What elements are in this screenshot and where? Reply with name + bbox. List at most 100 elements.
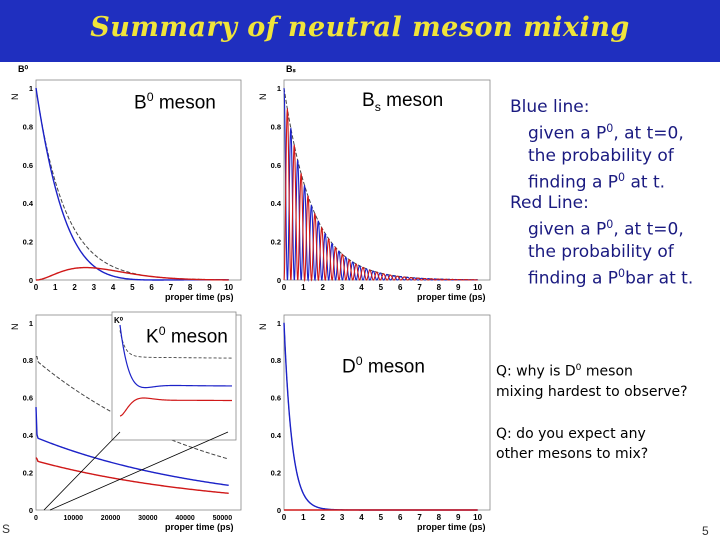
k0-x-tick-label: 20000 [101, 515, 121, 522]
d0-panel-label: D0 meson [342, 354, 425, 378]
bs-x-tick-label: 4 [359, 283, 364, 292]
bs-x-tick-label: 0 [282, 283, 287, 292]
d0-x-tick-label: 2 [321, 513, 326, 522]
k0-x-tick-label: 30000 [138, 515, 158, 522]
bs-y-tick-label: 0.6 [271, 161, 281, 170]
k0-inset-total-curve [119, 330, 233, 359]
k0-y-ticks: 0 0.2 0.4 0.6 0.8 1 [23, 319, 34, 515]
bs-x-tick-label: 1 [301, 283, 306, 292]
footer-left: S [2, 522, 11, 536]
bs-plot: Bₛ N proper time (ps) 0 1 2 3 4 5 6 7 8 9 10 00.20… [258, 64, 491, 302]
b0-plot: B⁰ N proper time (ps) 0 1 2 3 4 5 6 7 8 9 10 00.20… [10, 64, 242, 302]
b0-x-ticks: 0 1 2 3 4 5 6 7 8 9 10 [34, 283, 234, 292]
bs-x-tick-label: 9 [456, 283, 461, 292]
bs-x-tick-label: 6 [398, 283, 403, 292]
b0-x-tick-label: 0 [34, 283, 39, 292]
k0-x-tick-label: 10000 [64, 515, 84, 522]
page-number: 5 [702, 524, 709, 538]
bs-corner-tag: Bₛ [286, 64, 296, 74]
k0-unmixed-curve [35, 407, 229, 487]
bs-x-tick-label: 2 [321, 283, 326, 292]
k0-mixed-curve [35, 457, 229, 494]
b0-x-tick-label: 9 [207, 283, 212, 292]
d0-frame [283, 314, 491, 511]
d0-y-tick-label: 1 [277, 319, 281, 328]
d0-unmixed-curve [283, 322, 478, 511]
bs-x-axis-label: proper time (ps) [417, 292, 486, 302]
blue-line-explanation: Blue line: given a P0, at t=0, the proba… [510, 97, 684, 193]
b0-x-tick-label: 2 [72, 283, 77, 292]
b0-y-ticks: 0 0.2 0.4 0.6 0.8 1 [23, 84, 34, 285]
d0-y-tick-label: 0.8 [271, 356, 281, 365]
b0-y-tick-label: 0.4 [23, 199, 34, 208]
b0-y-tick-label: 0.8 [23, 122, 33, 131]
bs-y-axis-label: N [258, 94, 268, 101]
b0-y-tick-label: 0.6 [23, 161, 33, 170]
d0-x-axis-label: proper time (ps) [417, 522, 486, 532]
zoom-line-right [49, 431, 229, 511]
b0-x-tick-label: 10 [224, 283, 233, 292]
b0-x-tick-label: 6 [149, 283, 154, 292]
k0-x-axis-label: proper time (ps) [165, 522, 234, 532]
b0-y-tick-label: 0.2 [23, 238, 33, 247]
k0-x-tick-label: 50000 [213, 515, 233, 522]
question-d0-mixing: Q: why is D0 meson mixing hardest to obs… [496, 363, 688, 400]
d0-y-axis-label: N [258, 324, 268, 331]
k0-total-curve [36, 356, 229, 460]
d0-y-ticks: 0 0.2 0.4 0.6 0.8 1 [271, 319, 282, 515]
k0-y-tick-label: 0 [29, 506, 33, 515]
d0-y-tick-label: 0.2 [271, 469, 281, 478]
k0-inset-unmixed-curve [119, 324, 232, 389]
d0-x-tick-label: 1 [301, 513, 306, 522]
d0-x-ticks: 0 1 2 3 4 5 6 7 8 9 10 [282, 513, 483, 522]
d0-y-tick-label: 0.6 [271, 394, 281, 403]
zoom-line-left [43, 431, 121, 511]
bs-panel-label: Bs meson [362, 90, 444, 114]
bs-y-ticks: 0 0.2 0.4 0.6 0.8 1 [271, 84, 282, 285]
bs-y-tick-label: 1 [277, 84, 281, 93]
b0-x-tick-label: 3 [92, 283, 97, 292]
question-other-mesons: Q: do you expect any other mesons to mix… [496, 426, 649, 462]
b0-x-tick-label: 5 [130, 283, 135, 292]
bs-y-tick-label: 0 [277, 276, 281, 285]
b0-y-tick-label: 0 [29, 276, 33, 285]
k0-y-tick-label: 0.8 [23, 356, 33, 365]
d0-total-curve [283, 322, 478, 511]
b0-x-tick-label: 4 [111, 283, 116, 292]
title-bar [0, 0, 720, 62]
b0-panel-label: B0 meson [134, 90, 216, 114]
k0-y-tick-label: 1 [29, 319, 33, 328]
bs-x-tick-label: 3 [340, 283, 345, 292]
k0-y-tick-label: 0.6 [23, 394, 33, 403]
b0-x-tick-label: 7 [169, 283, 174, 292]
k0-panel-label: K0 meson [146, 324, 228, 349]
k0-y-tick-label: 0.4 [23, 431, 34, 440]
b0-corner-tag: B⁰ [18, 64, 28, 74]
d0-x-tick-label: 6 [398, 513, 403, 522]
d0-x-tick-label: 0 [282, 513, 287, 522]
b0-x-tick-label: 1 [53, 283, 58, 292]
b0-y-tick-label: 1 [29, 84, 33, 93]
bs-y-tick-label: 0.8 [271, 122, 281, 131]
bs-x-tick-label: 10 [473, 283, 482, 292]
k0-x-tick-label: 0 [34, 515, 38, 522]
k0-x-tick-label: 40000 [175, 515, 195, 522]
d0-x-tick-label: 10 [473, 513, 482, 522]
d0-x-tick-label: 8 [437, 513, 442, 522]
k0-corner-tag: K⁰ [114, 316, 124, 325]
slide-title: Summary of neutral meson mixing [90, 12, 630, 43]
bs-x-tick-label: 5 [379, 283, 384, 292]
bs-y-tick-label: 0.2 [271, 238, 281, 247]
red-line-explanation: Red Line: given a P0, at t=0, the probab… [510, 193, 694, 289]
k0-y-axis-label: N [10, 324, 20, 331]
b0-unmixed-curve [35, 87, 229, 281]
b0-x-axis-label: proper time (ps) [165, 292, 234, 302]
d0-x-tick-label: 9 [456, 513, 461, 522]
d0-x-tick-label: 3 [340, 513, 345, 522]
d0-x-tick-label: 5 [379, 513, 384, 522]
d0-y-tick-label: 0.4 [271, 431, 282, 440]
bs-x-tick-label: 7 [417, 283, 422, 292]
b0-y-axis-label: N [10, 94, 20, 101]
k0-y-tick-label: 0.2 [23, 469, 33, 478]
k0-inset-mixed-curve [119, 397, 233, 417]
